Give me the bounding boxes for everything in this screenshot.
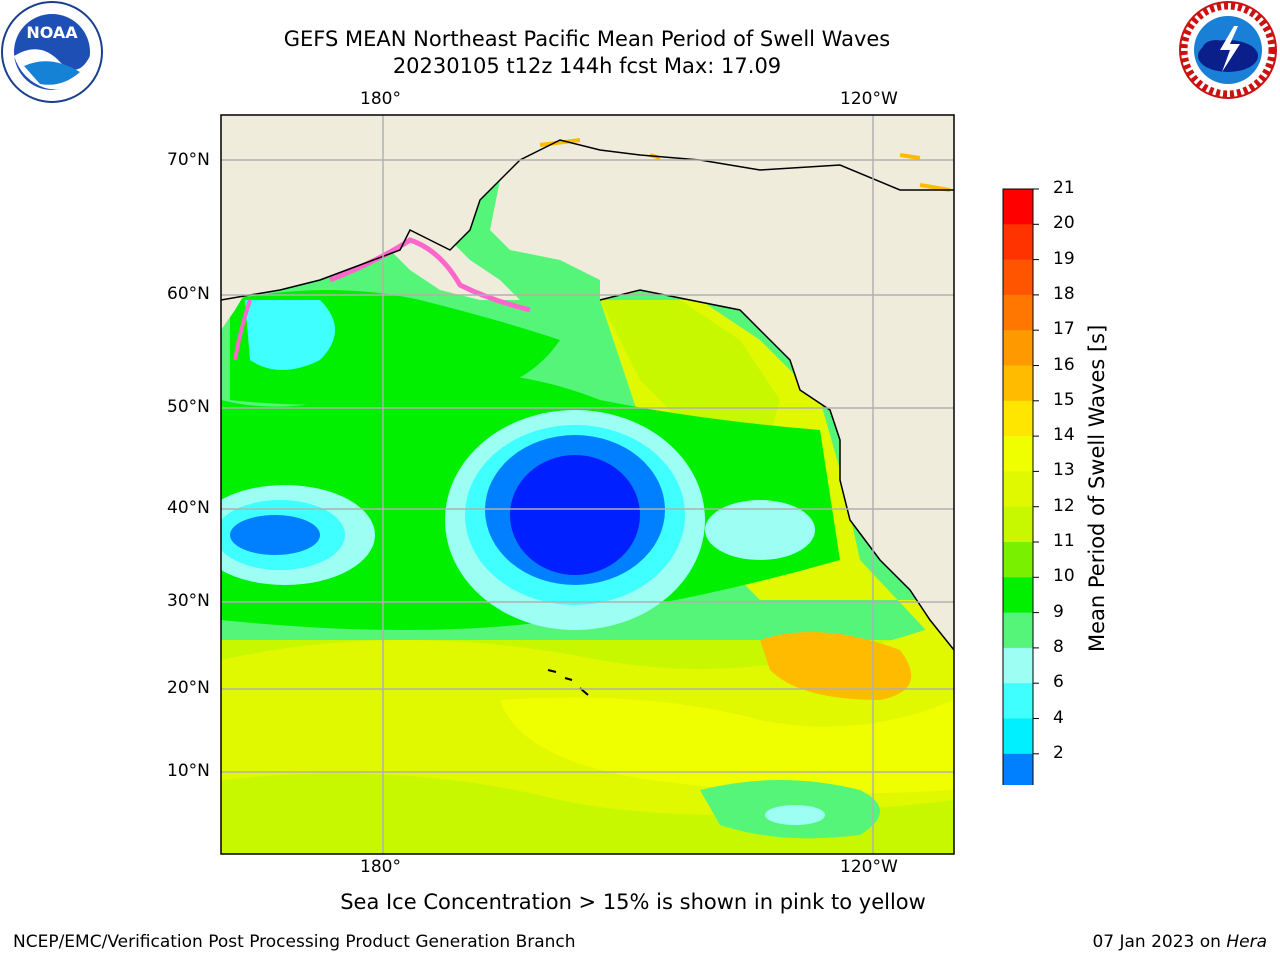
lon-tick-top-180: 180° <box>360 89 401 109</box>
land-north <box>221 115 954 300</box>
colorbar-tick-label: 6 <box>1053 672 1064 693</box>
footer-machine: Hera <box>1226 932 1267 952</box>
colorbar-bin <box>1003 612 1033 649</box>
colorbar-bin <box>1003 189 1033 225</box>
colorbar-tick-label: 16 <box>1053 354 1075 375</box>
lon-tick-bottom-120w: 120°W <box>840 857 898 877</box>
colorbar-bin <box>1003 365 1033 402</box>
colorbar-bin <box>1003 506 1033 543</box>
colorbar-tick-label: 4 <box>1053 707 1064 728</box>
colorbar-tick-label: 13 <box>1053 460 1075 481</box>
colorbar-bin <box>1003 577 1033 614</box>
colorbar-bin <box>1003 683 1033 719</box>
colorbar-bin <box>1003 542 1033 578</box>
footer-producer: NCEP/EMC/Verification Post Processing Pr… <box>13 932 576 952</box>
colorbar-tick-label: 14 <box>1053 425 1075 446</box>
nws-logo <box>1179 1 1277 99</box>
noaa-logo-text: NOAA <box>26 23 78 42</box>
colorbar-bin <box>1003 436 1033 472</box>
colorbar-tick-label: 8 <box>1053 636 1064 657</box>
colorbar-bin <box>1003 647 1033 684</box>
lon-tick-top-120w: 120°W <box>840 89 898 109</box>
colorbar-bin <box>1003 330 1033 366</box>
colorbar-tick-label: 20 <box>1053 213 1075 234</box>
sea-ice-caption: Sea Ice Concentration > 15% is shown in … <box>340 890 926 914</box>
sea-ice-edge <box>329 237 531 313</box>
lat-tick-30n: 30°N <box>167 591 210 611</box>
colorbar-bin <box>1003 718 1033 755</box>
colorbar-tick-label: 15 <box>1053 389 1075 410</box>
lat-tick-40n: 40°N <box>167 498 210 518</box>
colorbar-bin <box>1003 224 1033 261</box>
footer-date: 07 Jan 2023 on Hera <box>1092 932 1267 952</box>
map-subtitle: 20230105 t12z 144h fcst Max: 17.09 <box>392 54 782 78</box>
noaa-logo: NOAA <box>1 1 103 103</box>
colorbar-tick-label: 21 <box>1053 178 1075 198</box>
colorbar-tick-label: 18 <box>1053 283 1075 304</box>
lat-tick-60n: 60°N <box>167 284 210 304</box>
lon-tick-bottom-180: 180° <box>360 857 401 877</box>
coastline <box>599 289 954 651</box>
lat-tick-20n: 20°N <box>167 678 210 698</box>
colorbar <box>1002 188 1039 785</box>
map-title: GEFS MEAN Northeast Pacific Mean Period … <box>283 27 891 51</box>
colorbar-label: Mean Period of Swell Waves [s] <box>1085 324 1109 652</box>
lat-tick-10n: 10°N <box>167 761 210 781</box>
colorbar-tick-label: 9 <box>1053 601 1064 622</box>
map-frame <box>220 114 955 855</box>
colorbar-bin <box>1003 471 1033 508</box>
colorbar-bin <box>1003 400 1033 437</box>
lat-tick-50n: 50°N <box>167 397 210 417</box>
colorbar-tick-label: 10 <box>1053 566 1075 587</box>
graticule <box>221 115 954 854</box>
colorbar-bin <box>1003 259 1033 296</box>
colorbar-bin <box>1003 294 1033 331</box>
north-america <box>490 140 954 650</box>
colorbar-tick-label: 2 <box>1053 742 1064 763</box>
colorbar-tick-label: 17 <box>1053 319 1075 340</box>
colorbar-bin <box>1003 753 1033 785</box>
lat-tick-70n: 70°N <box>167 150 210 170</box>
colorbar-tick-label: 12 <box>1053 495 1075 516</box>
colorbar-tick-label: 19 <box>1053 248 1075 269</box>
colorbar-tick-label: 11 <box>1053 531 1075 551</box>
footer-date-text: 07 Jan 2023 on <box>1092 932 1227 952</box>
